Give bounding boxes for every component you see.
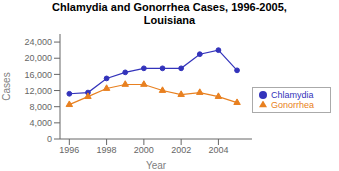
svg-text:8,000: 8,000 — [29, 102, 52, 112]
svg-text:20,000: 20,000 — [24, 53, 52, 63]
svg-text:4,000: 4,000 — [29, 118, 52, 128]
svg-text:1996: 1996 — [59, 145, 79, 155]
svg-text:2000: 2000 — [134, 145, 154, 155]
svg-text:16,000: 16,000 — [24, 70, 52, 80]
html-text:Gonorrhea: Gonorrhea — [271, 99, 314, 110]
html-text:Chlamydia and Gonorrhea Cases,: Chlamydia and Gonorrhea Cases, 1996-2005… — [52, 1, 287, 13]
svg-text:0: 0 — [47, 134, 52, 144]
svg-text:2002: 2002 — [171, 145, 191, 155]
svg-text:Cases: Cases — [1, 72, 12, 100]
svg-text:Year: Year — [146, 160, 167, 171]
svg-text:2004: 2004 — [208, 145, 228, 155]
svg-text:12,000: 12,000 — [24, 86, 52, 96]
html-text:Louisiana: Louisiana — [143, 14, 196, 26]
svg-text:1998: 1998 — [97, 145, 117, 155]
html-text:Chlamydia: Chlamydia — [271, 89, 314, 100]
svg-text:24,000: 24,000 — [24, 37, 52, 47]
